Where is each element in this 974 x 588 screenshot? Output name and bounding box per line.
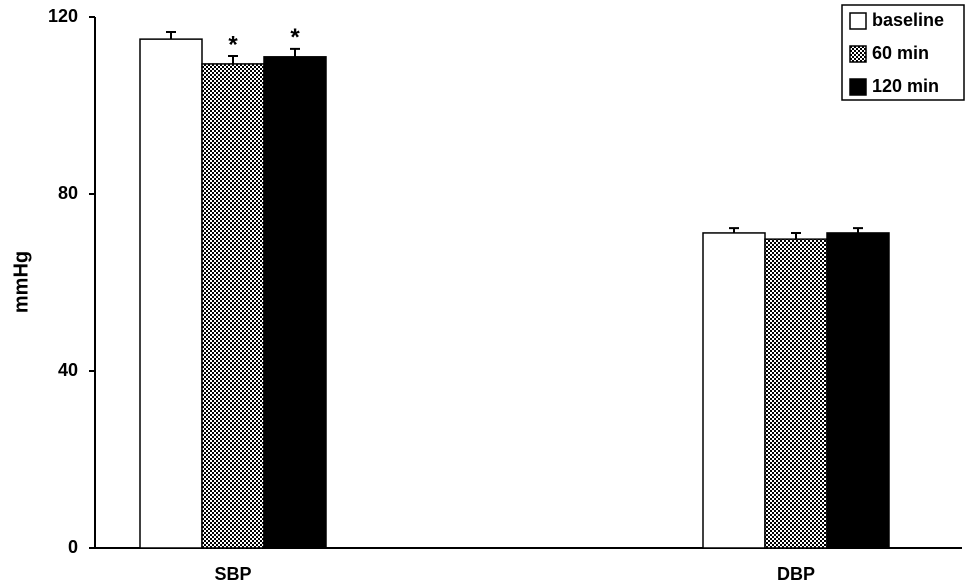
legend-swatch — [849, 45, 867, 63]
bar — [702, 232, 766, 549]
y-axis-label: mmHg — [10, 251, 32, 313]
bar — [263, 56, 327, 549]
bar — [201, 63, 265, 549]
error-bar — [791, 231, 801, 240]
bar — [764, 238, 828, 549]
error-bar — [853, 227, 863, 233]
x-tick-label: DBP — [777, 564, 815, 584]
x-tick-label: SBP — [214, 564, 251, 584]
bar — [826, 232, 890, 549]
y-tick-label: 80 — [58, 183, 78, 203]
legend-label: 60 min — [872, 43, 929, 63]
error-bar — [166, 31, 176, 40]
y-tick-label: 0 — [68, 537, 78, 557]
y-tick-label: 120 — [48, 6, 78, 26]
significance-marker: * — [228, 31, 238, 58]
legend-label: baseline — [872, 10, 944, 30]
legend-swatch — [849, 12, 867, 30]
error-bar — [729, 227, 739, 233]
significance-marker: * — [290, 24, 300, 51]
bar — [139, 38, 203, 549]
error-bar — [290, 47, 300, 57]
error-bar — [228, 54, 238, 64]
legend-label: 120 min — [872, 76, 939, 96]
y-tick-label: 40 — [58, 360, 78, 380]
legend-swatch — [849, 78, 867, 96]
